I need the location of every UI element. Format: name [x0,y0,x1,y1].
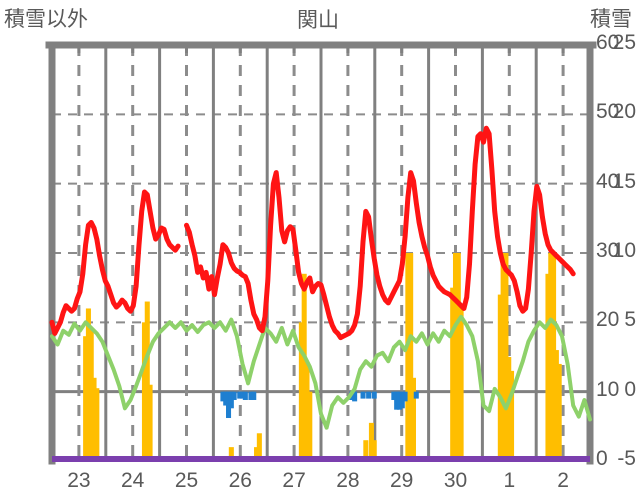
y-tick-left-10: 10 [612,239,636,262]
snow-depth-bar [391,391,397,400]
y-tick-right-30: 30 [596,239,620,262]
precipitation-bar [141,322,147,461]
precipitation-bar [91,377,97,461]
snow-depth-bar [240,391,246,399]
snow-depth-bar [366,391,372,399]
x-tick-26: 26 [228,469,252,492]
x-tick-25: 25 [174,469,199,492]
snow-depth-bar [413,391,419,399]
precipitation-bar [147,384,153,461]
precipitation-bar [452,253,459,461]
snow-depth-bar [399,391,405,409]
precipitation-bar [228,447,234,461]
x-tick-2: 2 [557,469,569,492]
precipitation-bar [408,253,414,461]
x-tick-29: 29 [390,469,414,492]
snow-depth-bar [396,391,402,410]
precipitation-bar [363,440,369,461]
precipitation-bar [450,287,456,461]
precipitation-bar [368,422,374,461]
precipitation-bar [455,253,461,461]
x-tick-24: 24 [121,469,145,492]
precipitation-bar [458,308,464,461]
snow-depth-bar [402,391,408,402]
y-tick-right-20: 20 [596,308,620,332]
precipitation-bar [553,350,559,461]
precipitation-bar [307,391,313,461]
snow-depth-bar [360,391,366,399]
precipitation-bar [254,447,260,461]
precipitation-bar [298,322,304,461]
right-axis-unit-label: 積雪 [590,8,632,31]
y-tick-left-20: 20 [612,100,636,124]
snow-depth-bar [226,391,232,419]
axis-frame [45,41,597,465]
precipitation-bar [405,253,411,461]
snow-depth-bar [394,391,400,410]
precipitation-bars [83,253,562,461]
precipitation-bar [545,273,551,461]
y-tick-right-50: 50 [596,100,620,124]
precipitation-bar [548,253,554,461]
precipitation-bar [551,253,557,461]
left-axis-unit-label: 積雪以外 [4,8,88,31]
snow-depth-bar [231,391,237,400]
green-series-line [50,314,592,430]
y-tick-left--5: -5 [617,447,636,470]
precipitation-bar [497,294,503,461]
snow-depth-bar [248,391,254,400]
y-tick-left-25: 25 [612,31,636,54]
snow-depth-bar [371,391,377,399]
y-tick-right-40: 40 [596,169,620,193]
precipitation-bar [556,363,562,461]
precipitation-bar [304,363,310,461]
x-tick-30: 30 [443,469,468,492]
precipitation-bar [256,433,262,461]
precipitation-bar [144,301,150,461]
x-tick-23: 23 [67,469,91,492]
y-tick-left-0: 0 [624,377,636,401]
precipitation-bar [500,253,506,461]
y-tick-left-15: 15 [612,169,636,193]
precipitation-bar [503,253,509,461]
y-tick-right-60: 60 [596,31,620,54]
snow-depth-bar [242,391,248,400]
y-tick-right-10: 10 [596,377,620,401]
x-tick-28: 28 [336,469,360,492]
precipitation-bar [371,440,377,461]
precipitation-bar [301,273,307,461]
precipitation-bar [509,370,515,461]
precipitation-bar [83,336,89,461]
page-title: 関山 [297,9,339,32]
snow-depth-bar [237,391,243,399]
precipitation-bar [85,308,91,461]
snow-depth-bar [223,391,229,406]
snow-depth-bars [220,391,419,419]
precipitation-bar [94,388,100,461]
snow-depth-bar [251,391,257,400]
snow-depth-bar [220,391,226,402]
snow-depth-bar [352,391,358,402]
x-tick-27: 27 [282,469,306,492]
precipitation-bar [88,329,94,461]
y-tick-left-5: 5 [624,308,636,332]
precipitation-bar [506,357,512,461]
y-tick-right-0: 0 [596,447,608,470]
x-tick-1: 1 [503,469,516,492]
red-series-line [49,125,576,341]
snow-depth-bar [228,391,234,409]
precipitation-bar [410,377,416,461]
